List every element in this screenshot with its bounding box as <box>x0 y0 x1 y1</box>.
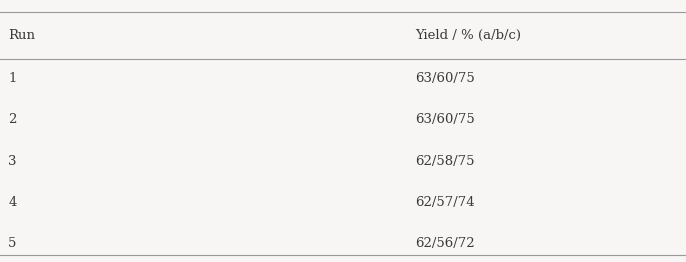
Text: 1: 1 <box>8 72 16 85</box>
Text: 63/60/75: 63/60/75 <box>415 113 475 126</box>
Text: Yield / % (a/b/c): Yield / % (a/b/c) <box>415 29 521 42</box>
Text: 5: 5 <box>8 237 16 250</box>
Text: 62/57/74: 62/57/74 <box>415 196 475 209</box>
Text: 4: 4 <box>8 196 16 209</box>
Text: Run: Run <box>8 29 35 42</box>
Text: 2: 2 <box>8 113 16 126</box>
Text: 63/60/75: 63/60/75 <box>415 72 475 85</box>
Text: 62/56/72: 62/56/72 <box>415 237 475 250</box>
Text: 3: 3 <box>8 155 16 168</box>
Text: 62/58/75: 62/58/75 <box>415 155 475 168</box>
